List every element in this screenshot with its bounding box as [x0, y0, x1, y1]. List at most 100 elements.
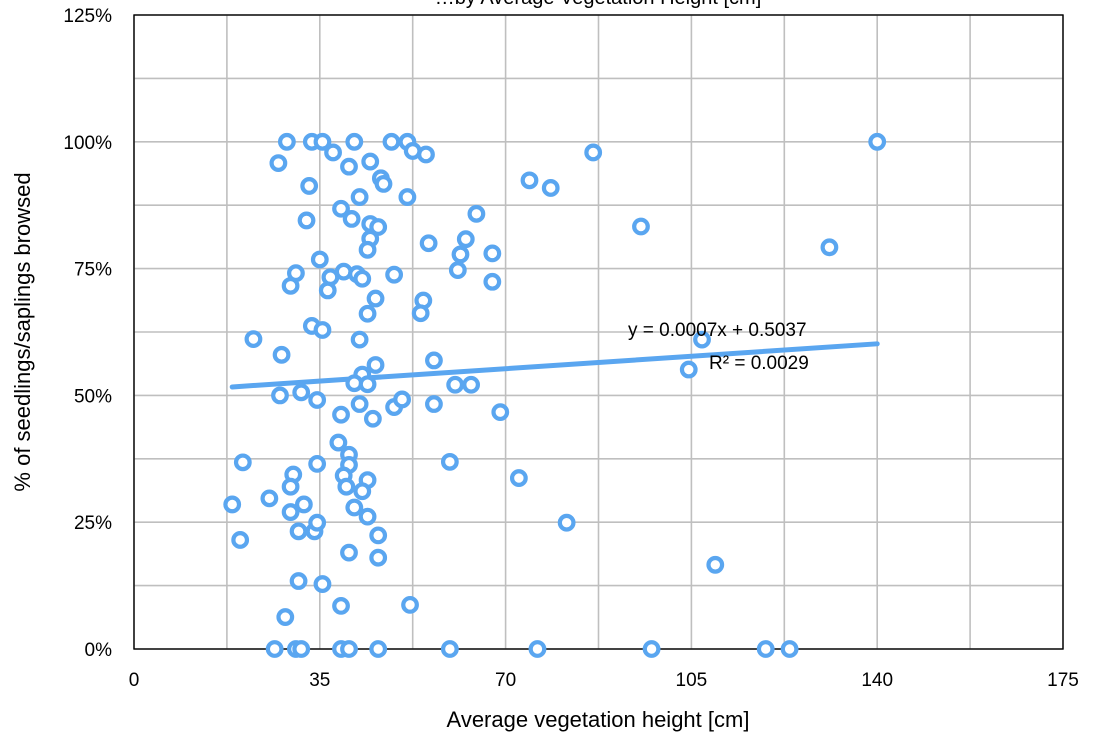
data-point — [350, 188, 369, 206]
data-point — [693, 330, 711, 349]
trendline-r-squared: R² = 0.0029 — [709, 353, 809, 374]
data-point — [292, 640, 311, 658]
data-point — [369, 548, 388, 567]
data-point — [393, 390, 411, 409]
data-point — [281, 276, 300, 295]
x-tick-label: 35 — [309, 670, 330, 691]
data-point — [483, 272, 502, 291]
trendline-equation: y = 0.0007x + 0.5037 — [628, 320, 807, 341]
data-point — [358, 240, 377, 259]
data-point — [313, 132, 332, 151]
data-point — [528, 640, 547, 658]
axis-labels: 0 35 70 105 140 175 0% 25% 50% 75% 100% 125% — [63, 6, 1078, 691]
trendline — [229, 341, 880, 390]
data-point — [340, 543, 358, 562]
data-point — [276, 608, 295, 626]
data-point — [332, 596, 350, 615]
data-point — [233, 453, 252, 472]
data-point — [820, 238, 839, 257]
data-point — [398, 188, 417, 206]
y-axis-title: % of seedlings/saplings browsed — [10, 172, 35, 491]
data-point — [313, 321, 332, 339]
data-point — [584, 143, 603, 162]
data-point — [358, 375, 377, 394]
data-point — [289, 572, 308, 590]
plot-area — [133, 14, 1064, 650]
data-point — [780, 640, 799, 658]
y-tick-label: 125% — [63, 6, 112, 27]
points-layer — [223, 132, 887, 658]
data-point — [361, 152, 380, 171]
data-point — [369, 218, 388, 236]
x-tick-label: 70 — [495, 670, 516, 691]
data-point — [332, 199, 350, 218]
data-point — [369, 526, 388, 545]
data-point — [509, 469, 528, 487]
data-point — [350, 330, 369, 349]
data-point — [483, 244, 502, 263]
data-point — [260, 489, 279, 508]
y-tick-label: 25% — [74, 513, 112, 534]
data-point — [456, 230, 475, 249]
x-tick-label: 175 — [1047, 670, 1079, 691]
data-point — [419, 234, 438, 253]
data-point — [366, 289, 385, 308]
data-point — [642, 640, 661, 658]
data-point — [366, 356, 385, 374]
data-point — [308, 513, 327, 532]
data-point — [281, 477, 300, 496]
data-point — [294, 495, 313, 514]
data-point — [340, 640, 358, 658]
chart-title: …by Average Vegetation Height [cm] — [435, 0, 762, 9]
trendline-layer — [229, 341, 880, 390]
y-tick-label: 75% — [74, 260, 112, 281]
grid — [133, 14, 1064, 650]
data-point — [289, 522, 308, 541]
data-point — [401, 595, 419, 614]
data-point — [451, 245, 470, 264]
y-tick-label: 0% — [85, 640, 113, 661]
data-point — [244, 330, 263, 349]
data-point — [342, 209, 361, 228]
data-point — [446, 375, 465, 394]
data-point — [679, 360, 698, 379]
data-point — [557, 513, 576, 532]
data-point — [467, 204, 486, 223]
data-point — [425, 351, 443, 370]
y-tick-label: 100% — [63, 133, 112, 154]
data-point — [385, 265, 404, 284]
x-axis-title: Average vegetation height [cm] — [447, 707, 750, 732]
data-point — [281, 503, 300, 521]
data-point — [350, 395, 369, 413]
data-point — [324, 143, 342, 162]
data-point — [313, 575, 332, 593]
data-point — [756, 640, 775, 658]
data-point — [706, 555, 725, 574]
data-point — [440, 640, 459, 658]
data-point — [632, 217, 650, 236]
data-point — [223, 495, 242, 514]
data-point — [358, 304, 377, 323]
data-point — [292, 383, 311, 402]
data-point — [363, 409, 382, 428]
data-point — [369, 640, 388, 658]
data-point — [272, 345, 291, 364]
data-point — [440, 452, 459, 471]
data-point — [382, 132, 401, 151]
x-tick-label: 140 — [861, 670, 893, 691]
data-point — [425, 395, 443, 413]
data-point — [269, 154, 288, 173]
data-point — [411, 304, 430, 323]
data-point — [541, 179, 560, 197]
data-point — [308, 454, 327, 473]
data-point — [300, 177, 319, 195]
data-point — [353, 269, 372, 288]
data-point — [374, 174, 393, 193]
data-point — [231, 531, 250, 549]
data-point — [297, 211, 316, 230]
data-point — [491, 403, 510, 422]
data-point — [332, 405, 350, 424]
data-point — [310, 250, 329, 269]
data-point — [345, 498, 364, 517]
